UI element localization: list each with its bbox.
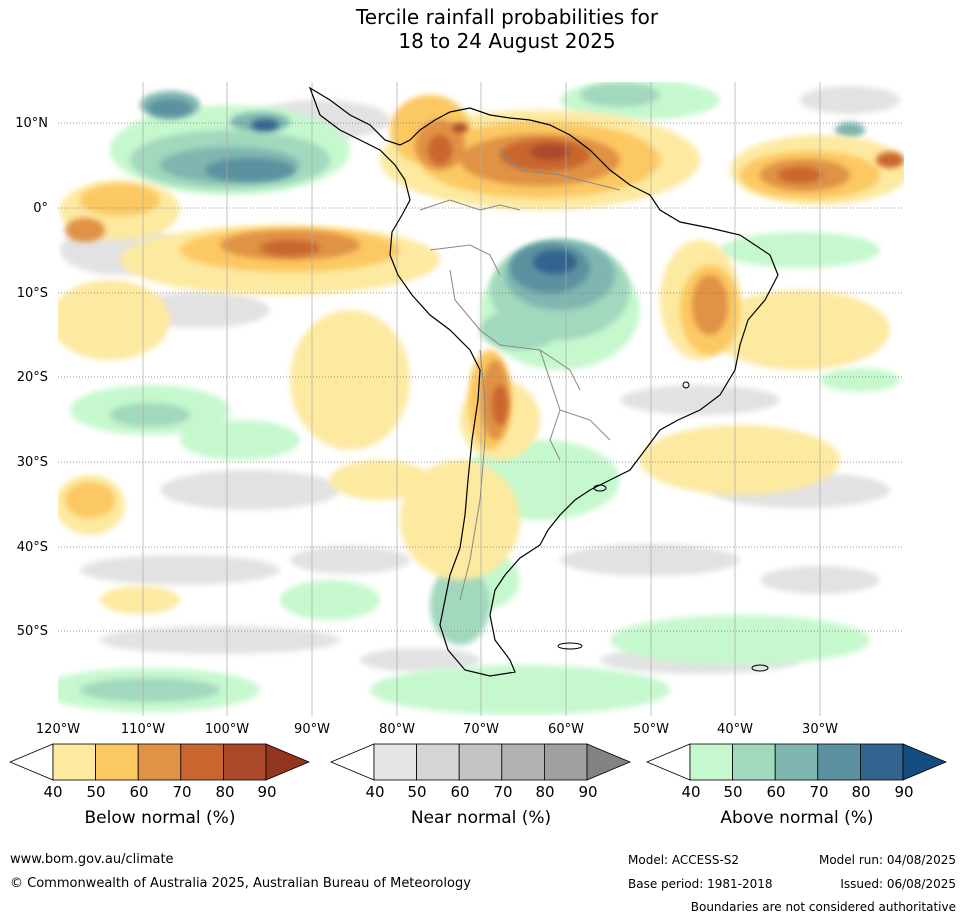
lon-label-50w: 50°W [633,722,669,737]
lon-label-120w: 120°W [35,722,81,737]
above-tick-60: 60 [766,783,786,801]
near-normal-label: Near normal (%) [410,808,552,828]
near-colorbar-segment-3 [458,743,503,781]
lat-label-10s: 10°S [16,286,48,301]
above-normal-label: Above normal (%) [720,808,874,828]
lon-label-40w: 40°W [717,722,753,737]
below-tick-90: 90 [257,783,277,801]
probability-field [58,82,904,716]
colorbars [8,743,948,781]
near-tick-70: 70 [493,783,513,801]
lon-label-70w: 70°W [463,722,499,737]
below-tick-40: 40 [43,783,63,801]
near-colorbar-segment-2 [416,743,460,781]
map-title-line2: 18 to 24 August 2025 [398,29,616,53]
near-colorbar-segment-1 [373,743,417,781]
above-tick-90: 90 [894,783,914,801]
above-colorbar-segment-5 [860,743,904,781]
base-period-text: Base period: 1981-2018 [628,877,773,891]
below-tick-50: 50 [86,783,106,801]
above-colorbar-segment-3 [774,743,819,781]
above-colorbar-extend-high [902,743,948,781]
below-colorbar-segment-2 [95,743,139,781]
lon-label-110w: 110°W [120,722,166,737]
near-colorbar-extend-high [586,743,632,781]
below-normal-label: Below normal (%) [84,808,236,828]
lat-label-10n: 10°N [15,116,48,131]
below-colorbar-segment-3 [137,743,182,781]
below-tick-70: 70 [172,783,192,801]
below-tick-80: 80 [215,783,235,801]
lat-label-20s: 20°S [16,370,48,385]
near-tick-90: 90 [578,783,598,801]
below-colorbar-extend-low [8,743,54,781]
lon-label-60w: 60°W [548,722,584,737]
near-tick-80: 80 [535,783,555,801]
issued-text: Issued: 06/08/2025 [840,877,956,891]
above-tick-50: 50 [723,783,743,801]
near-tick-60: 60 [450,783,470,801]
website-link[interactable]: www.bom.gov.au/climate [10,852,174,867]
lon-label-30w: 30°W [802,722,838,737]
lat-label-50s: 50°S [16,624,48,639]
below-colorbar-segment-4 [180,743,224,781]
model-run-text: Model run: 04/08/2025 [818,853,956,867]
above-colorbar-segment-2 [732,743,776,781]
country-borders [419,149,621,601]
near-tick-40: 40 [365,783,385,801]
lon-label-80w: 80°W [379,722,415,737]
above-tick-70: 70 [809,783,829,801]
above-colorbar-segment-1 [689,743,733,781]
above-tick-80: 80 [851,783,871,801]
map-title-line1: Tercile rainfall probabilities for [355,5,659,29]
lat-label-0: 0° [33,201,48,216]
near-colorbar-segment-4 [501,743,545,781]
lat-label-40s: 40°S [16,540,48,555]
above-colorbar-segment-4 [817,743,861,781]
model-text: Model: ACCESS-S2 [628,853,740,867]
copyright-text: © Commonwealth of Australia 2025, Austra… [10,876,471,891]
lon-label-90w: 90°W [294,722,330,737]
below-tick-60: 60 [129,783,149,801]
near-colorbar-extend-low [329,743,375,781]
below-colorbar-segment-5 [222,743,267,781]
disclaimer-text: Boundaries are not considered authoritat… [690,900,956,914]
near-tick-50: 50 [407,783,427,801]
lat-label-30s: 30°S [16,455,48,470]
below-colorbar-extend-high [265,743,311,781]
below-colorbar-segment-1 [52,743,96,781]
above-colorbar-extend-low [645,743,691,781]
islands [557,381,769,672]
above-tick-40: 40 [681,783,701,801]
near-colorbar-segment-5 [544,743,588,781]
lon-label-100w: 100°W [204,722,250,737]
south-america-coastline [308,86,779,677]
